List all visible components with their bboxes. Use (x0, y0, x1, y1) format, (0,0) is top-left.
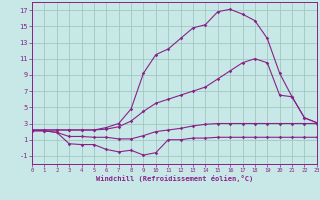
X-axis label: Windchill (Refroidissement éolien,°C): Windchill (Refroidissement éolien,°C) (96, 175, 253, 182)
